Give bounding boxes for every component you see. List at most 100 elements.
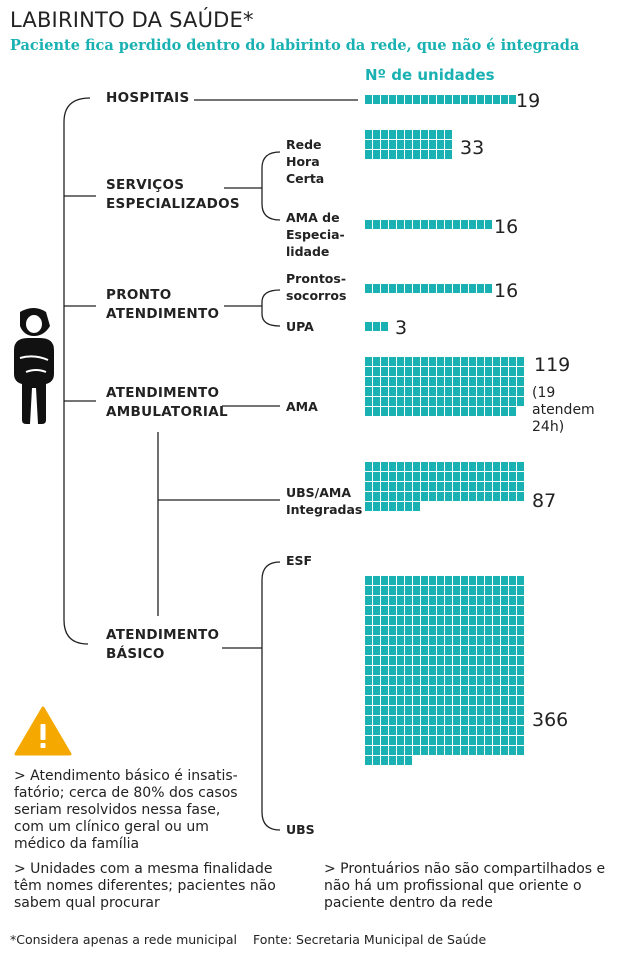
- category-ambulatorial-line2: AMBULATORIAL: [106, 404, 228, 420]
- unit-square: [429, 736, 436, 745]
- unit-square: [413, 686, 420, 695]
- unit-square: [389, 407, 396, 416]
- unit-square: [389, 746, 396, 755]
- unit-square: [389, 636, 396, 645]
- unit-square: [517, 616, 524, 625]
- unit-square: [421, 220, 428, 229]
- unit-square: [493, 596, 500, 605]
- unit-square: [389, 284, 396, 293]
- unit-square: [477, 606, 484, 615]
- unit-square: [389, 220, 396, 229]
- unit-square: [437, 656, 444, 665]
- unit-square: [365, 357, 372, 366]
- unit-square: [429, 472, 436, 481]
- unit-square: [461, 706, 468, 715]
- unit-square: [477, 736, 484, 745]
- unit-square: [437, 746, 444, 755]
- unit-square: [517, 716, 524, 725]
- unit-square: [493, 706, 500, 715]
- unit-square: [437, 636, 444, 645]
- unit-square: [469, 472, 476, 481]
- unit-square: [437, 586, 444, 595]
- unit-square: [413, 130, 420, 139]
- unit-square: [501, 646, 508, 655]
- unit-square: [517, 387, 524, 396]
- unit-square: [485, 626, 492, 635]
- unit-square: [445, 726, 452, 735]
- sublabel-line: Integradas: [286, 502, 363, 517]
- unit-square: [485, 726, 492, 735]
- unit-square: [501, 407, 508, 416]
- unit-square: [381, 482, 388, 491]
- unit-square: [389, 756, 396, 765]
- unit-square: [437, 492, 444, 501]
- unit-square: [421, 387, 428, 396]
- unit-square: [485, 636, 492, 645]
- unit-square: [397, 736, 404, 745]
- unit-square: [421, 150, 428, 159]
- unit-square: [445, 407, 452, 416]
- unit-square: [461, 387, 468, 396]
- unit-square: [421, 656, 428, 665]
- unit-square: [453, 656, 460, 665]
- unit-square: [445, 636, 452, 645]
- unit-square: [469, 576, 476, 585]
- unit-square: [445, 482, 452, 491]
- unit-square: [477, 616, 484, 625]
- unit-square: [501, 387, 508, 396]
- unit-square: [413, 407, 420, 416]
- unit-square: [365, 736, 372, 745]
- unit-square: [509, 726, 516, 735]
- unit-square: [485, 492, 492, 501]
- unit-square: [373, 220, 380, 229]
- unit-square: [421, 367, 428, 376]
- unit-square: [373, 656, 380, 665]
- unit-square: [365, 284, 372, 293]
- unit-square: [437, 407, 444, 416]
- unit-square: [501, 666, 508, 675]
- unit-square: [397, 656, 404, 665]
- unit-square: [469, 686, 476, 695]
- unit-square: [373, 472, 380, 481]
- unit-square: [461, 397, 468, 406]
- unit-square: [469, 726, 476, 735]
- unit-square: [493, 472, 500, 481]
- unit-square: [477, 656, 484, 665]
- unit-square: [509, 626, 516, 635]
- unit-square: [397, 220, 404, 229]
- unit-square: [493, 357, 500, 366]
- unit-square: [437, 726, 444, 735]
- unit-square: [461, 377, 468, 386]
- sublabel-line: Especia-: [286, 227, 345, 242]
- unit-square: [509, 616, 516, 625]
- unit-square: [381, 492, 388, 501]
- unit-square: [421, 130, 428, 139]
- unit-square: [421, 636, 428, 645]
- unit-square: [501, 95, 508, 104]
- unit-square: [373, 377, 380, 386]
- unit-square: [437, 626, 444, 635]
- unit-square: [509, 676, 516, 685]
- unit-square: [461, 716, 468, 725]
- unit-square: [421, 696, 428, 705]
- unit-square: [477, 367, 484, 376]
- unit-square: [477, 746, 484, 755]
- sublabel-line: socorros: [286, 288, 347, 303]
- unit-square: [469, 462, 476, 471]
- unit-square: [445, 736, 452, 745]
- unit-square: [461, 746, 468, 755]
- unit-square: [469, 696, 476, 705]
- unit-square: [381, 472, 388, 481]
- unit-square: [469, 716, 476, 725]
- note-line: sabem qual procurar: [14, 895, 160, 911]
- unit-square: [365, 502, 372, 511]
- unit-square: [437, 666, 444, 675]
- bracket-servicos: [261, 151, 281, 221]
- note-nomes-diferentes: > Unidades com a mesma finalidade têm no…: [14, 861, 276, 912]
- unit-square: [365, 666, 372, 675]
- unit-square: [413, 576, 420, 585]
- unit-square: [509, 646, 516, 655]
- unit-square: [509, 696, 516, 705]
- unit-square: [397, 576, 404, 585]
- unit-square: [397, 616, 404, 625]
